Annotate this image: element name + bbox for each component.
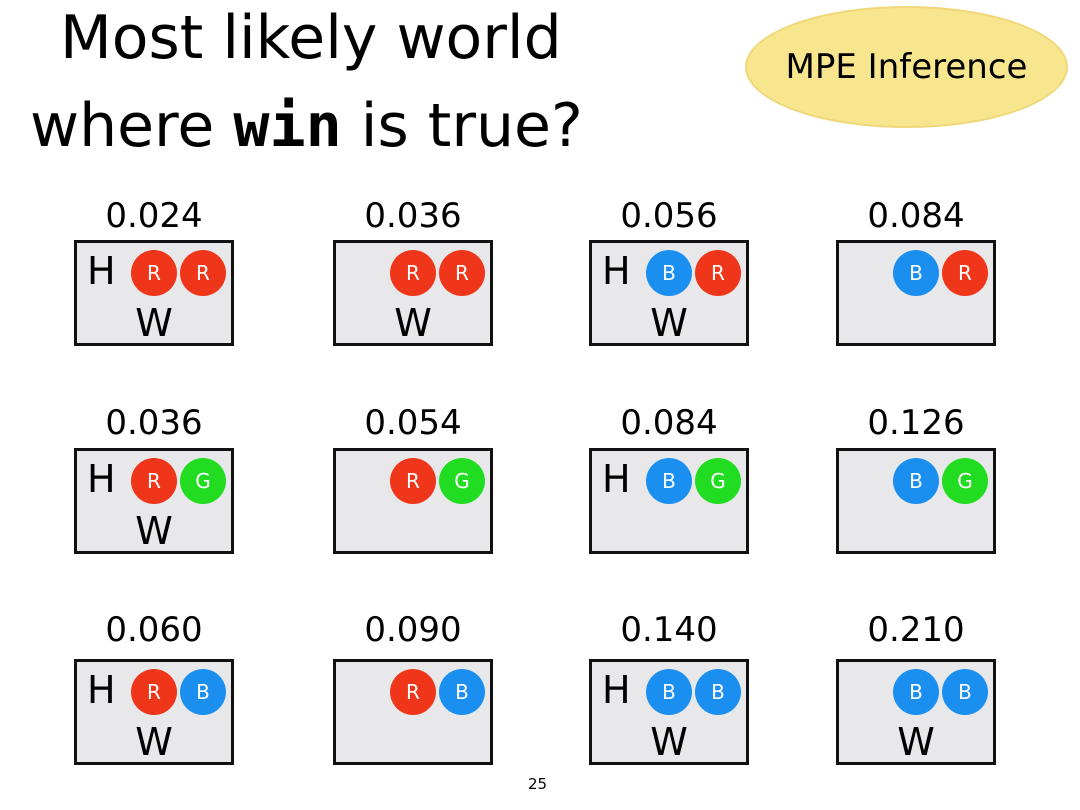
- w-label: W: [394, 301, 432, 345]
- ball-R: R: [695, 250, 741, 296]
- w-label: W: [650, 301, 688, 345]
- ball-B: B: [646, 669, 692, 715]
- world-probability: 0.036: [105, 403, 203, 443]
- h-label: H: [602, 249, 631, 293]
- ball-R: R: [131, 669, 177, 715]
- ball-G: G: [180, 458, 226, 504]
- world-probability: 0.140: [620, 610, 718, 650]
- ball-R: R: [180, 250, 226, 296]
- ball-R: R: [390, 458, 436, 504]
- w-label: W: [135, 301, 173, 345]
- w-label: W: [650, 720, 688, 764]
- world-probability: 0.126: [867, 403, 965, 443]
- world-probability: 0.060: [105, 610, 203, 650]
- ball-B: B: [646, 250, 692, 296]
- mpe-inference-badge: MPE Inference: [745, 6, 1068, 128]
- world-probability: 0.056: [620, 196, 718, 236]
- ball-G: G: [942, 458, 988, 504]
- ball-R: R: [390, 669, 436, 715]
- slide-title-line2: where win is true?: [30, 96, 583, 156]
- w-label: W: [135, 509, 173, 553]
- ball-G: G: [439, 458, 485, 504]
- ball-B: B: [942, 669, 988, 715]
- h-label: H: [87, 249, 116, 293]
- ball-R: R: [942, 250, 988, 296]
- slide-title-line1: Most likely world: [60, 3, 562, 73]
- ball-G: G: [695, 458, 741, 504]
- world-probability: 0.210: [867, 610, 965, 650]
- title-text: is true?: [341, 91, 583, 161]
- ball-B: B: [893, 458, 939, 504]
- ball-B: B: [893, 669, 939, 715]
- ball-R: R: [390, 250, 436, 296]
- title-code-win: win: [233, 91, 342, 161]
- ball-B: B: [180, 669, 226, 715]
- world-probability: 0.084: [620, 403, 718, 443]
- title-text: where: [30, 91, 234, 161]
- page-number: 25: [528, 775, 548, 793]
- ball-B: B: [646, 458, 692, 504]
- h-label: H: [87, 457, 116, 501]
- world-probability: 0.090: [364, 610, 462, 650]
- h-label: H: [87, 668, 116, 712]
- ball-R: R: [131, 458, 177, 504]
- world-probability: 0.024: [105, 196, 203, 236]
- ball-B: B: [439, 669, 485, 715]
- ball-B: B: [695, 669, 741, 715]
- w-label: W: [135, 720, 173, 764]
- h-label: H: [602, 668, 631, 712]
- h-label: H: [602, 457, 631, 501]
- ball-R: R: [131, 250, 177, 296]
- world-probability: 0.084: [867, 196, 965, 236]
- ball-R: R: [439, 250, 485, 296]
- w-label: W: [897, 720, 935, 764]
- world-probability: 0.036: [364, 196, 462, 236]
- world-probability: 0.054: [364, 403, 462, 443]
- ball-B: B: [893, 250, 939, 296]
